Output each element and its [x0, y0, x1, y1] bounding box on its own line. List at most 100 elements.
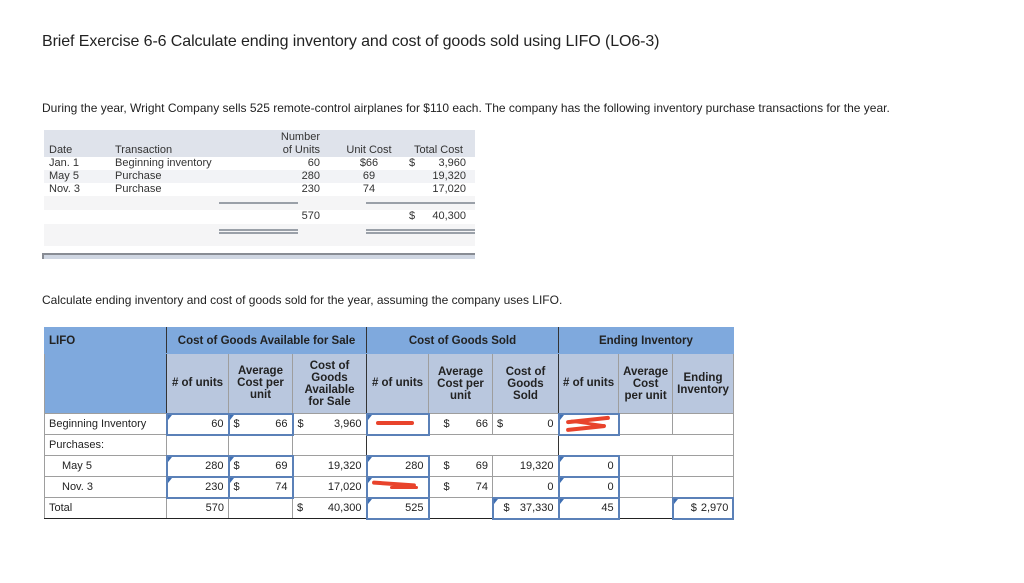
given-spacer	[44, 224, 475, 246]
row-total: Total 570 $40,300 525 $37,330 45 $2,970	[44, 496, 735, 520]
cogs-units-input[interactable]	[365, 475, 430, 499]
given-table-header: Date Transaction Number of Units Unit Co…	[44, 130, 475, 157]
cogs-units-total-input[interactable]: 525	[365, 496, 430, 520]
row-label: Beginning Inventory	[44, 413, 167, 435]
end-total-cell	[672, 455, 734, 477]
value: 66	[275, 418, 288, 430]
given-row: Nov. 3 Purchase 230 74 17,020	[44, 183, 475, 196]
double-rule	[219, 229, 298, 234]
header-total-cost: Total Cost	[414, 144, 463, 156]
value: 74	[275, 481, 288, 493]
cogas-total-total: $40,300	[292, 497, 367, 519]
cogas-units-input[interactable]: 230	[165, 475, 230, 499]
cogs-total-cell: 0	[492, 476, 559, 498]
row-units: 60	[307, 157, 320, 169]
row-label: Total	[44, 497, 167, 519]
dollar-sign: $	[297, 418, 304, 430]
dollar-sign: $	[233, 481, 240, 493]
header-date: Date	[49, 144, 73, 156]
value: 69	[275, 460, 288, 472]
instruction-text: Calculate ending inventory and cost of g…	[42, 293, 563, 307]
horizontal-scrollbar[interactable]	[42, 253, 475, 259]
cogas-total-cell: $3,960	[292, 413, 367, 435]
cogs-cost-header: Average Cost per unit	[428, 353, 493, 414]
end-cost-header: Average Cost per unit	[618, 353, 674, 414]
value: 2,970	[700, 502, 729, 514]
cogs-cost-cell: $66	[428, 413, 493, 435]
end-units-input[interactable]: 0	[557, 454, 620, 478]
total-cost: 40,300	[432, 210, 466, 222]
dollar-sign: $	[443, 418, 450, 430]
row-date: May 5	[49, 170, 79, 182]
dollar-sign: $	[233, 460, 240, 472]
row-nov-3: Nov. 3 230 $74 17,020 $74 0 0	[44, 475, 734, 499]
cogs-total-header: Cost of Goods Sold	[492, 353, 559, 414]
cogas-units-input[interactable]: 280	[165, 454, 230, 478]
value: 69	[475, 460, 488, 472]
red-scribble-icon	[371, 479, 424, 492]
value: 74	[475, 481, 488, 493]
given-spacer	[44, 196, 475, 210]
value: 66	[475, 418, 488, 430]
cogas-units-total: 570	[166, 497, 229, 519]
row-transaction: Beginning inventory	[115, 157, 212, 169]
page-title: Brief Exercise 6-6 Calculate ending inve…	[42, 33, 660, 50]
header-transaction: Transaction	[115, 144, 173, 156]
row-total-cost: 17,020	[432, 183, 466, 195]
cogs-cost-cell: $74	[428, 476, 493, 498]
cogas-total-cell: 19,320	[292, 455, 367, 477]
cogs-total-cell: $0	[492, 413, 559, 435]
blank-header	[44, 353, 167, 414]
dollar-sign: $	[443, 481, 450, 493]
cogas-cost-header: Average Cost per unit	[228, 353, 293, 414]
end-total-cell	[672, 476, 734, 498]
end-total-header: Ending Inventory	[672, 353, 734, 414]
header-units-line2: of Units	[282, 144, 320, 156]
end-cost-cell	[618, 455, 674, 477]
row-unit-cost: 74	[362, 183, 376, 195]
cogs-total-input[interactable]: $37,330	[491, 496, 559, 520]
lifo-worksheet: LIFO Cost of Goods Available for Sale Co…	[44, 327, 735, 520]
dollar-sign: $	[503, 502, 510, 514]
dollar-sign: $	[690, 502, 697, 514]
row-units: 230	[301, 183, 320, 195]
end-cost-cell	[618, 476, 674, 498]
cogs-cost-cell: $69	[428, 455, 493, 477]
end-total-cell	[672, 413, 734, 435]
single-rule	[219, 202, 298, 204]
given-row: Jan. 1 Beginning inventory 60 $66 $ 3,96…	[44, 157, 475, 170]
cogas-cost-input[interactable]: $66	[227, 412, 294, 436]
value: 40,300	[327, 502, 362, 514]
row-transaction: Purchase	[115, 183, 162, 195]
row-total-cost: 3,960	[438, 157, 466, 169]
dollar-sign: $	[497, 418, 504, 430]
corner-label: LIFO	[44, 327, 167, 354]
given-transactions-table: Date Transaction Number of Units Unit Co…	[44, 130, 475, 246]
row-may-5: May 5 280 $69 19,320 280 $69 19,320 0	[44, 454, 734, 478]
group-cogas: Cost of Goods Available for Sale	[166, 327, 367, 354]
given-row: May 5 Purchase 280 69 19,320	[44, 170, 475, 183]
row-label: Nov. 3	[44, 476, 167, 498]
cogas-cost-input[interactable]: $69	[227, 454, 294, 478]
end-units-total-input[interactable]: 45	[557, 496, 620, 520]
end-units-input[interactable]	[557, 412, 620, 436]
cogas-units-input[interactable]: 60	[165, 412, 230, 436]
total-symbol: $	[409, 210, 416, 222]
red-scribble-icon	[564, 415, 614, 432]
row-units: 280	[301, 170, 320, 182]
ending-inventory-input[interactable]: $2,970	[671, 496, 735, 520]
end-units-input[interactable]: 0	[557, 475, 620, 499]
double-rule	[366, 229, 475, 234]
row-unit-cost: $66	[359, 157, 379, 169]
dollar-sign: $	[443, 460, 450, 472]
cogs-units-input[interactable]: 280	[365, 454, 430, 478]
problem-intro: During the year, Wright Company sells 52…	[42, 101, 890, 115]
row-total-cost: 19,320	[432, 170, 466, 182]
cogs-units-input[interactable]	[365, 412, 430, 436]
row-label: Purchases:	[44, 434, 167, 456]
row-date: Jan. 1	[49, 157, 79, 169]
end-cost-cell	[618, 413, 674, 435]
cogs-units-header: # of units	[366, 353, 429, 414]
cogas-cost-input[interactable]: $74	[227, 475, 294, 499]
group-cogs: Cost of Goods Sold	[366, 327, 559, 354]
